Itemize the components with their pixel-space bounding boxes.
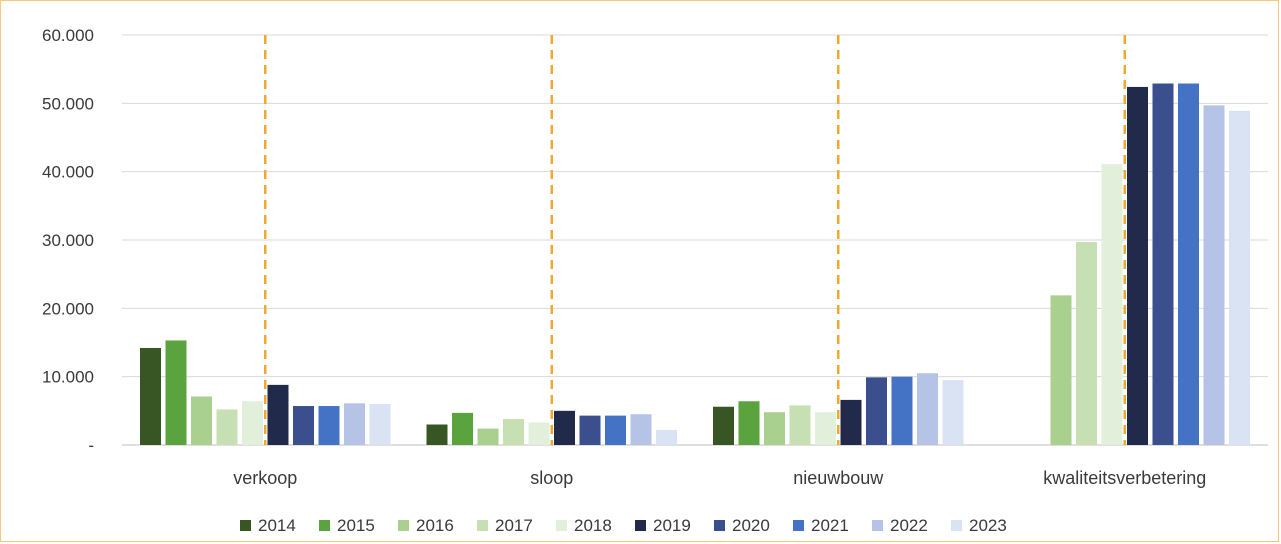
bar	[426, 424, 448, 445]
bar	[656, 429, 677, 445]
bar	[1127, 86, 1148, 445]
bar	[191, 396, 212, 445]
legend-item: 2018	[556, 516, 612, 535]
bar	[242, 401, 263, 445]
y-tick-label: 50.000	[42, 94, 94, 113]
bar	[1050, 295, 1072, 445]
bar	[369, 404, 391, 445]
y-axis-ticks: - 10.000 20.000 30.000 40.000 50.000 60.000	[42, 26, 94, 455]
legend-label: 2017	[495, 516, 533, 535]
bar	[344, 403, 365, 445]
bar	[318, 406, 340, 445]
bar	[764, 412, 785, 445]
bar	[866, 377, 887, 445]
bar	[738, 401, 760, 445]
bar	[789, 405, 811, 445]
legend-swatch	[556, 520, 567, 531]
bar	[1076, 242, 1097, 445]
bar	[503, 419, 524, 445]
legend-label: 2021	[811, 516, 849, 535]
x-category-label: nieuwbouw	[793, 468, 884, 488]
bar	[528, 422, 550, 445]
legend-swatch	[793, 520, 804, 531]
bar	[1152, 83, 1174, 446]
legend-swatch	[240, 520, 251, 531]
bars	[140, 83, 1250, 446]
legend-label: 2019	[653, 516, 691, 535]
bar	[1229, 110, 1250, 445]
bar	[1203, 105, 1225, 445]
legend-label: 2023	[969, 516, 1007, 535]
bar	[630, 414, 652, 445]
legend-swatch	[635, 520, 646, 531]
legend-swatch	[398, 520, 409, 531]
bar	[713, 406, 734, 445]
legend-label: 2015	[337, 516, 375, 535]
legend-label: 2020	[732, 516, 770, 535]
legend-swatch	[319, 520, 330, 531]
legend-item: 2019	[635, 516, 691, 535]
legend-label: 2022	[890, 516, 928, 535]
legend-swatch	[872, 520, 883, 531]
legend-item: 2023	[951, 516, 1007, 535]
legend-item: 2021	[793, 516, 849, 535]
bar	[815, 412, 836, 445]
legend-item: 2015	[319, 516, 375, 535]
bar	[840, 399, 862, 445]
x-category-label: sloop	[530, 468, 573, 488]
y-tick-label: -	[88, 436, 94, 455]
legend-item: 2022	[872, 516, 928, 535]
legend-label: 2016	[416, 516, 454, 535]
y-tick-label: 20.000	[42, 299, 94, 318]
legend-item: 2016	[398, 516, 454, 535]
x-axis-categories: verkoop sloop nieuwbouw kwaliteitsverbeteri…	[233, 468, 1206, 488]
legend-swatch	[477, 520, 488, 531]
legend-item: 2020	[714, 516, 770, 535]
bar	[477, 428, 499, 445]
bar	[1101, 164, 1123, 445]
y-tick-label: 60.000	[42, 26, 94, 45]
bar	[579, 415, 601, 445]
y-tick-label: 30.000	[42, 231, 94, 250]
bar	[917, 373, 938, 445]
bar	[267, 384, 289, 445]
legend-label: 2018	[574, 516, 612, 535]
category-dividers	[264, 35, 1126, 445]
legend: 2014 2015 2016 2017 2018 2019 2020 2021 2022 2023	[240, 516, 1007, 535]
y-tick-label: 10.000	[42, 368, 94, 387]
legend-item: 2017	[477, 516, 533, 535]
x-category-label: verkoop	[233, 468, 297, 488]
bar	[554, 410, 575, 445]
bar	[140, 347, 161, 445]
legend-swatch	[951, 520, 962, 531]
bar	[216, 409, 238, 445]
legend-item: 2014	[240, 516, 296, 535]
legend-swatch	[714, 520, 725, 531]
bar	[165, 340, 187, 445]
bar	[605, 415, 626, 445]
bar	[891, 376, 913, 445]
bar	[942, 380, 964, 445]
x-category-label: kwaliteitsverbetering	[1043, 468, 1206, 488]
legend-label: 2014	[258, 516, 296, 535]
bar	[1178, 83, 1199, 446]
bar	[452, 412, 473, 445]
bar	[293, 406, 314, 445]
y-tick-label: 40.000	[42, 163, 94, 182]
